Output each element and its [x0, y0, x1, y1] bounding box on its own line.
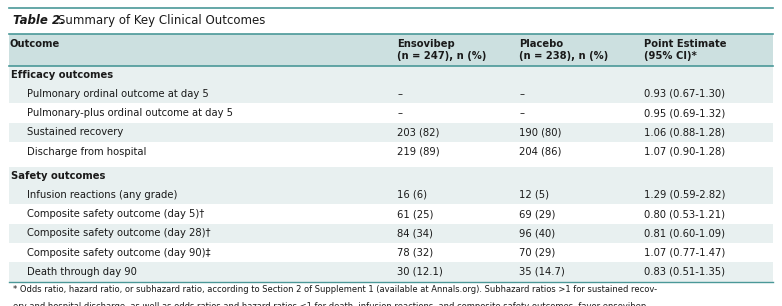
Text: (n = 247), n (%): (n = 247), n (%) — [397, 51, 486, 62]
Text: 96 (40): 96 (40) — [519, 228, 555, 238]
Bar — [9, 34, 773, 66]
Text: 12 (5): 12 (5) — [519, 190, 549, 200]
Text: Death through day 90: Death through day 90 — [27, 267, 137, 277]
Text: Pulmonary-plus ordinal outcome at day 5: Pulmonary-plus ordinal outcome at day 5 — [27, 108, 232, 118]
Text: 16 (6): 16 (6) — [397, 190, 427, 200]
Text: Efficacy outcomes: Efficacy outcomes — [11, 70, 113, 80]
Text: Pulmonary ordinal outcome at day 5: Pulmonary ordinal outcome at day 5 — [27, 89, 208, 99]
Text: 35 (14.7): 35 (14.7) — [519, 267, 565, 277]
Text: 30 (12.1): 30 (12.1) — [397, 267, 443, 277]
Text: Placebo: Placebo — [519, 39, 563, 49]
Text: 84 (34): 84 (34) — [397, 228, 433, 238]
Text: ery and hospital discharge, as well as odds ratios and hazard ratios <1 for deat: ery and hospital discharge, as well as o… — [13, 302, 648, 306]
Text: * Odds ratio, hazard ratio, or subhazard ratio, according to Section 2 of Supple: * Odds ratio, hazard ratio, or subhazard… — [13, 285, 657, 294]
Bar — [9, 123, 773, 142]
Text: (95% CI)*: (95% CI)* — [644, 51, 698, 62]
Text: Outcome: Outcome — [9, 39, 59, 49]
Text: Summary of Key Clinical Outcomes: Summary of Key Clinical Outcomes — [58, 14, 265, 27]
Text: 1.06 (0.88-1.28): 1.06 (0.88-1.28) — [644, 127, 726, 137]
Text: 0.81 (0.60-1.09): 0.81 (0.60-1.09) — [644, 228, 726, 238]
Text: 0.95 (0.69-1.32): 0.95 (0.69-1.32) — [644, 108, 726, 118]
Text: 70 (29): 70 (29) — [519, 248, 555, 258]
Text: 1.07 (0.77-1.47): 1.07 (0.77-1.47) — [644, 248, 726, 258]
Text: 190 (80): 190 (80) — [519, 127, 561, 137]
Text: Point Estimate: Point Estimate — [644, 39, 726, 49]
Text: 219 (89): 219 (89) — [397, 147, 440, 157]
Text: 203 (82): 203 (82) — [397, 127, 439, 137]
Bar — [9, 185, 773, 204]
Text: Sustained recovery: Sustained recovery — [27, 127, 123, 137]
Text: 69 (29): 69 (29) — [519, 209, 556, 219]
Text: –: – — [397, 108, 402, 118]
Text: Safety outcomes: Safety outcomes — [11, 171, 106, 181]
Bar — [9, 66, 773, 84]
Text: 1.07 (0.90-1.28): 1.07 (0.90-1.28) — [644, 147, 726, 157]
Text: Infusion reactions (any grade): Infusion reactions (any grade) — [27, 190, 177, 200]
Text: 1.29 (0.59-2.82): 1.29 (0.59-2.82) — [644, 190, 726, 200]
Text: –: – — [519, 108, 524, 118]
Text: (n = 238), n (%): (n = 238), n (%) — [519, 51, 608, 62]
Text: 78 (32): 78 (32) — [397, 248, 433, 258]
Bar — [9, 167, 773, 185]
Text: 0.93 (0.67-1.30): 0.93 (0.67-1.30) — [644, 89, 726, 99]
Text: Composite safety outcome (day 5)†: Composite safety outcome (day 5)† — [27, 209, 204, 219]
Text: –: – — [519, 89, 524, 99]
Text: Discharge from hospital: Discharge from hospital — [27, 147, 146, 157]
Text: –: – — [397, 89, 402, 99]
Text: Table 2.: Table 2. — [13, 14, 64, 27]
Bar — [9, 84, 773, 103]
Text: 61 (25): 61 (25) — [397, 209, 434, 219]
Text: Ensovibep: Ensovibep — [397, 39, 455, 49]
Text: 204 (86): 204 (86) — [519, 147, 561, 157]
Bar — [9, 224, 773, 243]
Text: 0.80 (0.53-1.21): 0.80 (0.53-1.21) — [644, 209, 726, 219]
Text: Composite safety outcome (day 28)†: Composite safety outcome (day 28)† — [27, 228, 210, 238]
Text: 0.83 (0.51-1.35): 0.83 (0.51-1.35) — [644, 267, 726, 277]
Bar — [9, 262, 773, 282]
Text: Composite safety outcome (day 90)‡: Composite safety outcome (day 90)‡ — [27, 248, 210, 258]
